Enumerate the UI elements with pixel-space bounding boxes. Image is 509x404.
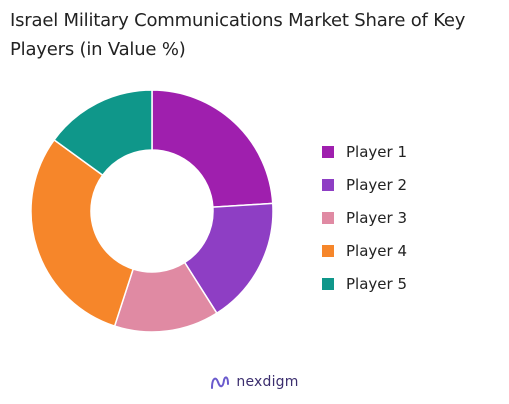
legend-swatch xyxy=(322,244,334,257)
legend-label: Player 1 xyxy=(346,142,407,161)
chart-title: Israel Military Communications Market Sh… xyxy=(10,10,466,60)
legend: Player 1 Player 2 Player 3 Player 4 Play… xyxy=(322,135,407,300)
legend-label: Player 3 xyxy=(346,208,407,227)
donut-slice-player-5 xyxy=(53,89,153,177)
brand-footer: nexdigm xyxy=(0,374,509,390)
legend-swatch xyxy=(322,211,334,224)
legend-item-player-3: Player 3 xyxy=(322,201,407,234)
legend-label: Player 2 xyxy=(346,175,407,194)
legend-label: Player 4 xyxy=(346,241,407,260)
donut-slice-player-1 xyxy=(151,89,274,208)
legend-label: Player 5 xyxy=(346,274,407,293)
legend-item-player-1: Player 1 xyxy=(322,135,407,168)
legend-item-player-4: Player 4 xyxy=(322,234,407,267)
legend-swatch xyxy=(322,277,334,290)
legend-item-player-5: Player 5 xyxy=(322,267,407,300)
legend-swatch xyxy=(322,145,334,158)
donut-slice-player-4 xyxy=(30,138,135,328)
nexdigm-logo-icon xyxy=(211,376,230,389)
brand-name: nexdigm xyxy=(236,374,299,390)
legend-item-player-2: Player 2 xyxy=(322,168,407,201)
legend-swatch xyxy=(322,178,334,191)
